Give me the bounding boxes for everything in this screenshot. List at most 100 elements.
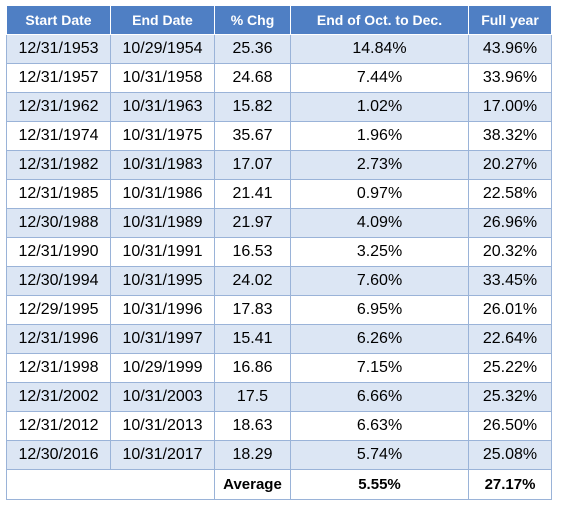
pct-change-cell: 35.67 xyxy=(214,121,291,151)
table-row: 12/29/1995 10/31/1996 17.83 6.95% 26.01% xyxy=(6,295,552,325)
table-body: 12/31/1953 10/29/1954 25.36 14.84% 43.96% 12/… xyxy=(6,34,552,470)
oct-to-dec-cell: 6.63% xyxy=(290,411,469,441)
oct-to-dec-cell: 6.95% xyxy=(290,295,469,325)
oct-to-dec-cell: 6.26% xyxy=(290,324,469,354)
table-row: 12/31/2002 10/31/2003 17.5 6.66% 25.32% xyxy=(6,382,552,412)
start-date-cell: 12/31/1957 xyxy=(6,63,111,93)
start-date-cell: 12/31/1996 xyxy=(6,324,111,354)
pct-change-cell: 15.82 xyxy=(214,92,291,122)
full-year-cell: 33.96% xyxy=(468,63,552,93)
table-row: 12/31/1953 10/29/1954 25.36 14.84% 43.96% xyxy=(6,34,552,64)
header-oct-to-dec: End of Oct. to Dec. xyxy=(290,5,469,35)
table-row: 12/30/2016 10/31/2017 18.29 5.74% 25.08% xyxy=(6,440,552,470)
start-date-cell: 12/31/1985 xyxy=(6,179,111,209)
pct-change-cell: 24.02 xyxy=(214,266,291,296)
full-year-cell: 38.32% xyxy=(468,121,552,151)
returns-table: Start Date End Date % Chg End of Oct. to… xyxy=(6,5,552,500)
header-pct-change: % Chg xyxy=(214,5,291,35)
start-date-cell: 12/31/1998 xyxy=(6,353,111,383)
end-date-cell: 10/31/1986 xyxy=(110,179,215,209)
end-date-cell: 10/31/1995 xyxy=(110,266,215,296)
pct-change-cell: 16.86 xyxy=(214,353,291,383)
oct-to-dec-cell: 7.44% xyxy=(290,63,469,93)
start-date-cell: 12/31/1962 xyxy=(6,92,111,122)
table-row: 12/31/1957 10/31/1958 24.68 7.44% 33.96% xyxy=(6,63,552,93)
table-row: 12/31/1985 10/31/1986 21.41 0.97% 22.58% xyxy=(6,179,552,209)
end-date-cell: 10/31/1975 xyxy=(110,121,215,151)
full-year-cell: 25.08% xyxy=(468,440,552,470)
full-year-cell: 20.27% xyxy=(468,150,552,180)
pct-change-cell: 24.68 xyxy=(214,63,291,93)
oct-to-dec-cell: 5.74% xyxy=(290,440,469,470)
header-row: Start Date End Date % Chg End of Oct. to… xyxy=(6,5,552,35)
pct-change-cell: 17.83 xyxy=(214,295,291,325)
start-date-cell: 12/31/1990 xyxy=(6,237,111,267)
table-row: 12/31/1990 10/31/1991 16.53 3.25% 20.32% xyxy=(6,237,552,267)
table-row: 12/31/1996 10/31/1997 15.41 6.26% 22.64% xyxy=(6,324,552,354)
start-date-cell: 12/29/1995 xyxy=(6,295,111,325)
average-label: Average xyxy=(214,469,291,500)
end-date-cell: 10/29/1999 xyxy=(110,353,215,383)
full-year-cell: 26.50% xyxy=(468,411,552,441)
header-end-date: End Date xyxy=(110,5,215,35)
start-date-cell: 12/30/2016 xyxy=(6,440,111,470)
average-oct-to-dec: 5.55% xyxy=(290,469,469,500)
footer-blank-cell xyxy=(6,469,215,500)
end-date-cell: 10/31/1963 xyxy=(110,92,215,122)
start-date-cell: 12/31/2012 xyxy=(6,411,111,441)
table-row: 12/31/2012 10/31/2013 18.63 6.63% 26.50% xyxy=(6,411,552,441)
oct-to-dec-cell: 3.25% xyxy=(290,237,469,267)
start-date-cell: 12/31/1953 xyxy=(6,34,111,64)
full-year-cell: 25.22% xyxy=(468,353,552,383)
oct-to-dec-cell: 4.09% xyxy=(290,208,469,238)
end-date-cell: 10/31/1958 xyxy=(110,63,215,93)
oct-to-dec-cell: 0.97% xyxy=(290,179,469,209)
start-date-cell: 12/31/2002 xyxy=(6,382,111,412)
table-row: 12/31/1974 10/31/1975 35.67 1.96% 38.32% xyxy=(6,121,552,151)
full-year-cell: 22.58% xyxy=(468,179,552,209)
pct-change-cell: 18.63 xyxy=(214,411,291,441)
pct-change-cell: 25.36 xyxy=(214,34,291,64)
pct-change-cell: 16.53 xyxy=(214,237,291,267)
full-year-cell: 26.01% xyxy=(468,295,552,325)
table-footer: Average 5.55% 27.17% xyxy=(6,469,552,500)
start-date-cell: 12/30/1988 xyxy=(6,208,111,238)
table-header: Start Date End Date % Chg End of Oct. to… xyxy=(6,5,552,35)
oct-to-dec-cell: 1.02% xyxy=(290,92,469,122)
header-full-year: Full year xyxy=(468,5,552,35)
pct-change-cell: 17.5 xyxy=(214,382,291,412)
end-date-cell: 10/31/1997 xyxy=(110,324,215,354)
full-year-cell: 17.00% xyxy=(468,92,552,122)
table-row: 12/31/1982 10/31/1983 17.07 2.73% 20.27% xyxy=(6,150,552,180)
start-date-cell: 12/31/1982 xyxy=(6,150,111,180)
pct-change-cell: 15.41 xyxy=(214,324,291,354)
table-row: 12/31/1998 10/29/1999 16.86 7.15% 25.22% xyxy=(6,353,552,383)
start-date-cell: 12/31/1974 xyxy=(6,121,111,151)
oct-to-dec-cell: 7.15% xyxy=(290,353,469,383)
end-date-cell: 10/29/1954 xyxy=(110,34,215,64)
table-row: 12/31/1962 10/31/1963 15.82 1.02% 17.00% xyxy=(6,92,552,122)
end-date-cell: 10/31/1983 xyxy=(110,150,215,180)
average-full-year: 27.17% xyxy=(468,469,552,500)
full-year-cell: 25.32% xyxy=(468,382,552,412)
start-date-cell: 12/30/1994 xyxy=(6,266,111,296)
end-date-cell: 10/31/1996 xyxy=(110,295,215,325)
oct-to-dec-cell: 6.66% xyxy=(290,382,469,412)
oct-to-dec-cell: 14.84% xyxy=(290,34,469,64)
end-date-cell: 10/31/1989 xyxy=(110,208,215,238)
full-year-cell: 22.64% xyxy=(468,324,552,354)
oct-to-dec-cell: 7.60% xyxy=(290,266,469,296)
average-row: Average 5.55% 27.17% xyxy=(6,469,552,500)
full-year-cell: 33.45% xyxy=(468,266,552,296)
full-year-cell: 26.96% xyxy=(468,208,552,238)
table-row: 12/30/1988 10/31/1989 21.97 4.09% 26.96% xyxy=(6,208,552,238)
full-year-cell: 20.32% xyxy=(468,237,552,267)
end-date-cell: 10/31/2013 xyxy=(110,411,215,441)
pct-change-cell: 17.07 xyxy=(214,150,291,180)
end-date-cell: 10/31/2003 xyxy=(110,382,215,412)
pct-change-cell: 21.41 xyxy=(214,179,291,209)
full-year-cell: 43.96% xyxy=(468,34,552,64)
oct-to-dec-cell: 2.73% xyxy=(290,150,469,180)
header-start-date: Start Date xyxy=(6,5,111,35)
oct-to-dec-cell: 1.96% xyxy=(290,121,469,151)
